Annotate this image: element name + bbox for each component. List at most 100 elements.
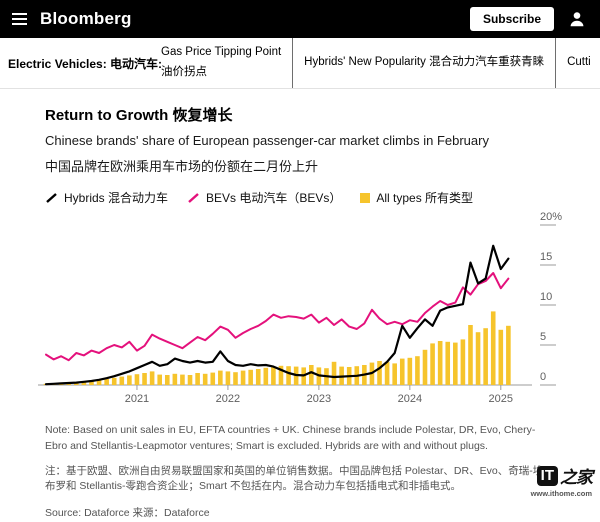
- ticker-item-hybrids[interactable]: Hybrids' New Popularity 混合动力汽车重获青睐: [292, 38, 555, 88]
- y-axis-label: 0: [540, 371, 546, 383]
- x-axis-label: 2023: [307, 393, 331, 405]
- bar: [278, 365, 284, 385]
- bar: [453, 342, 458, 385]
- chart-subtitle-zh: 中国品牌在欧洲乘用车市场的份额在二月份上升: [45, 159, 319, 174]
- note-chinese: 注：基于欧盟、欧洲自由贸易联盟国家和英国的单位销售数据。中国品牌包括 Poles…: [45, 464, 544, 493]
- legend-item-hybrids: Hybrids 混合动力车: [45, 189, 168, 206]
- bloomberg-logo[interactable]: Bloomberg: [40, 9, 132, 28]
- bar: [119, 376, 125, 385]
- y-axis-label: 15: [540, 251, 552, 263]
- bar: [172, 373, 178, 385]
- bar: [475, 332, 481, 385]
- person-icon: [570, 12, 584, 27]
- footnotes: Note: Based on unit sales in EU, EFTA co…: [0, 423, 600, 522]
- bar: [202, 373, 208, 385]
- bar: [240, 370, 246, 385]
- bar: [445, 341, 451, 385]
- ithome-watermark: IT 之家 www.ithome.com: [530, 463, 593, 498]
- ticker-item-line2: 油价拐点: [161, 66, 207, 78]
- bar: [422, 349, 428, 385]
- bar: [127, 375, 132, 385]
- bar: [255, 369, 261, 385]
- ithome-logo: IT 之家: [531, 463, 593, 488]
- bar: [377, 361, 382, 385]
- chart-canvas: 0 5 10 15 20% 2021 2022 2023 2024 2025: [38, 211, 562, 405]
- bar: [415, 356, 420, 385]
- y-axis-label: 20%: [540, 211, 562, 223]
- chart-subtitle-en: Chinese brands' share of European passen…: [45, 133, 489, 148]
- bar: [271, 366, 276, 385]
- chart-title: Return to Growth 恢复增长: [45, 107, 233, 124]
- bar: [96, 380, 102, 385]
- x-axis-label: 2025: [489, 393, 513, 405]
- bar: [468, 325, 473, 385]
- chart-legend: Hybrids 混合动力车 BEVs 电动汽车（BEVs） All types …: [45, 189, 555, 206]
- bar: [490, 311, 496, 385]
- bar: [309, 365, 314, 385]
- article: Return to Growth 恢复增长 Chinese brands' sh…: [0, 104, 600, 206]
- bar: [506, 325, 511, 385]
- y-axis-label: 10: [540, 291, 552, 303]
- bar: [498, 329, 504, 385]
- chart: 0 5 10 15 20% 2021 2022 2023 2024 2025: [38, 210, 600, 411]
- bar: [460, 339, 466, 385]
- all-types-bars: [43, 311, 511, 385]
- y-axis-label: 5: [540, 331, 546, 343]
- hybrids-line: [44, 244, 510, 386]
- ithome-url: www.ithome.com: [530, 489, 592, 498]
- bar: [134, 374, 140, 385]
- bar: [286, 366, 291, 385]
- ticker-item-line1: Hybrids' New Popularity 混合动力汽车重获青睐: [304, 56, 545, 69]
- legend-item-all-types: All types 所有类型: [360, 189, 473, 206]
- bar: [195, 373, 200, 385]
- legend-label: Hybrids 混合动力车: [64, 191, 169, 205]
- all-types-square-icon: [360, 192, 371, 203]
- bar: [437, 341, 443, 385]
- legend-label: All types 所有类型: [376, 191, 474, 205]
- bar: [180, 374, 185, 385]
- bar: [225, 371, 231, 385]
- bar: [407, 357, 413, 385]
- bar: [233, 372, 238, 385]
- bar: [81, 381, 87, 385]
- bar: [263, 367, 269, 385]
- bar: [149, 371, 155, 385]
- bar: [392, 363, 397, 385]
- bar: [89, 381, 94, 385]
- ithome-logo-zhijia: 之家: [560, 468, 593, 487]
- bar: [399, 358, 405, 385]
- legend-item-bevs: BEVs 电动汽车（BEVs）: [187, 189, 341, 206]
- x-axis-label: 2022: [216, 393, 240, 405]
- bevs-line-marker-icon: [188, 192, 199, 203]
- ticker-item-gas-price[interactable]: Gas Price Tipping Point 油价拐点: [150, 38, 292, 88]
- section-label: Electric Vehicles: 电动汽车:: [8, 56, 163, 71]
- top-bar: Bloomberg Subscribe: [0, 0, 600, 38]
- bar: [331, 361, 337, 385]
- bevs-line: [45, 272, 510, 362]
- ticker-item-cutting[interactable]: Cutti: [555, 38, 600, 88]
- bar: [218, 370, 223, 385]
- bar: [157, 374, 162, 385]
- bar: [210, 372, 216, 385]
- bar: [430, 343, 435, 385]
- bar: [483, 328, 488, 385]
- ithome-logo-it: IT: [536, 465, 558, 486]
- ticker-item-line1: Gas Price Tipping Point: [161, 46, 282, 59]
- hybrids-line-marker-icon: [46, 192, 57, 203]
- menu-icon[interactable]: [10, 9, 29, 29]
- source-line: Source: Dataforce 来源：Dataforce: [45, 507, 210, 519]
- bar: [104, 379, 109, 385]
- bar: [384, 361, 390, 385]
- subscribe-button[interactable]: Subscribe: [469, 7, 554, 31]
- bar: [111, 377, 117, 385]
- bar: [164, 375, 170, 385]
- x-axis-label: 2021: [125, 393, 149, 405]
- ticker-item-line1: Cutti: [567, 56, 591, 69]
- x-axis-label: 2024: [398, 393, 422, 405]
- bar: [187, 375, 193, 385]
- bar: [248, 369, 253, 385]
- account-icon[interactable]: [568, 10, 586, 28]
- legend-label: BEVs 电动汽车（BEVs）: [206, 191, 342, 205]
- story-ticker: Electric Vehicles: 电动汽车: Gas Price Tippi…: [0, 38, 600, 89]
- note-english: Note: Based on unit sales in EU, EFTA co…: [45, 424, 536, 452]
